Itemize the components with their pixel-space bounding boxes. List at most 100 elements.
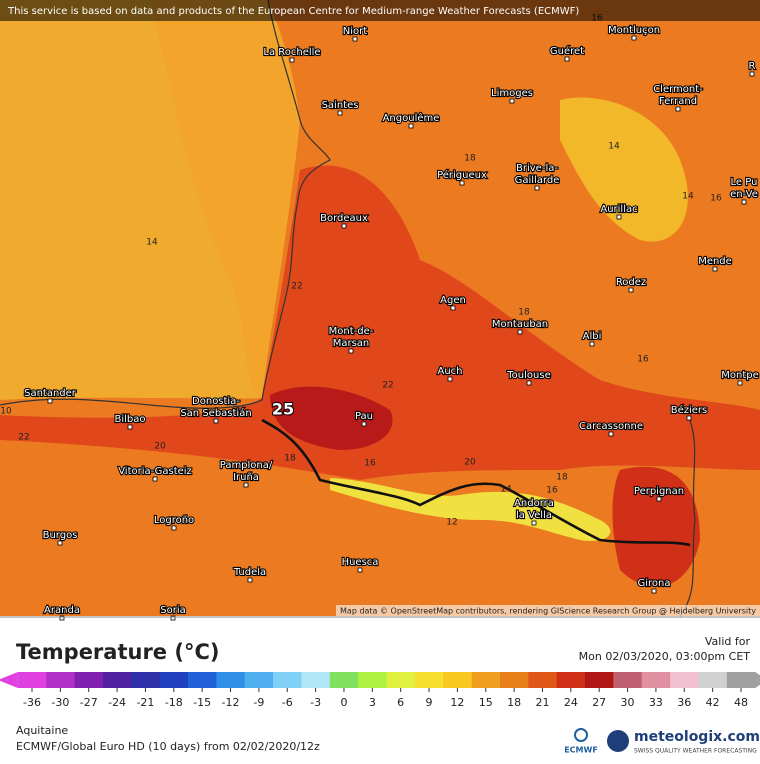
colorbar-tick-label: -21 <box>136 696 154 709</box>
city-label: San Sebastián <box>180 407 251 419</box>
colorbar-tick-label: 30 <box>621 696 635 709</box>
city-label: Perpignan <box>634 486 684 497</box>
city-marker <box>152 476 158 482</box>
coastline <box>0 0 331 409</box>
colorbar-tick-label: 21 <box>535 696 549 709</box>
contour-label: 16 <box>364 459 376 469</box>
colorbar-segment <box>358 672 387 688</box>
city-label: Iruña <box>233 472 259 483</box>
colorbar-segment <box>528 672 558 688</box>
contour-label: 14 <box>682 192 694 202</box>
attribution-bar <box>336 605 760 616</box>
city-marker <box>127 424 133 430</box>
contour-label: 12 <box>446 518 457 528</box>
ecmwf-label: ECMWF <box>564 746 598 755</box>
city-label: Pau <box>355 411 373 422</box>
city-label: Bilbao <box>114 414 145 425</box>
city-label: Angoulême <box>383 112 440 124</box>
contour-label: 22 <box>382 381 393 391</box>
city-label: Montluçon <box>608 25 660 36</box>
city-label: Vitoria-Gasteiz <box>118 466 192 477</box>
city-label: Le Pu <box>731 177 758 188</box>
colorbar: -36 -30 -27 -24 -21 -18 -15 -12 -9 -6 -3 0 3 6 9 12 15 18… <box>0 672 760 709</box>
city-label: Logroño <box>154 515 194 526</box>
colorbar-segment <box>556 672 586 688</box>
colorbar-tick-label: -6 <box>282 696 293 709</box>
contour-label: 18 <box>464 154 476 164</box>
colorbar-segment <box>74 672 104 688</box>
city-label: Santander <box>24 388 77 399</box>
city-marker <box>459 180 465 186</box>
city-marker <box>741 199 747 205</box>
city-label: Niort <box>343 26 367 37</box>
city-marker <box>357 567 363 573</box>
brand: meteologix.com <box>634 729 760 745</box>
coastline <box>679 419 696 617</box>
colorbar-tick-label: -24 <box>108 696 126 709</box>
colorbar-segment <box>726 672 756 688</box>
colorbar-segment <box>244 672 274 688</box>
colorbar-tick-label: 9 <box>426 696 433 709</box>
city-label: Mende <box>698 256 732 267</box>
city-marker <box>628 287 634 293</box>
city-marker <box>589 341 595 347</box>
contour-layer: 1416141416182218162225202210181620141618… <box>0 14 722 528</box>
notice-bar <box>0 0 760 21</box>
city-label: Andorra <box>514 498 554 509</box>
city-marker <box>564 56 570 62</box>
city-marker <box>737 380 743 386</box>
colorbar-tick-label: 33 <box>649 696 663 709</box>
colorbar-segment <box>670 672 699 688</box>
contour-label: 14 <box>146 238 158 248</box>
ecmwf-logo <box>574 728 588 742</box>
colorbar-segment <box>698 672 728 688</box>
city-marker <box>348 348 354 354</box>
contour-label: 14 <box>500 485 512 495</box>
city-marker <box>656 496 662 502</box>
colorbar-tick-label: -3 <box>310 696 321 709</box>
legend-title: Temperature (°C) <box>16 640 219 664</box>
colorbar-end <box>755 672 760 688</box>
ocean-field <box>0 0 260 400</box>
city-marker <box>213 418 219 424</box>
warm-field <box>612 466 700 587</box>
colorbar-segment <box>414 672 444 688</box>
colorbar-segment <box>102 672 132 688</box>
contour-label: 25 <box>272 400 294 419</box>
brand-logo <box>607 730 629 752</box>
city-marker <box>171 525 177 531</box>
cool-field <box>560 97 688 242</box>
colorbar-tick-label: -15 <box>193 696 211 709</box>
contour-label: 22 <box>291 282 302 292</box>
city-label: Bordeaux <box>320 213 368 224</box>
city-label: Ferrand <box>659 96 697 107</box>
city-marker <box>447 376 453 382</box>
city-marker <box>509 98 515 104</box>
contour-label: 22 <box>18 433 29 443</box>
valid-label: Valid for <box>705 635 751 648</box>
city-marker <box>686 415 692 421</box>
colorbar-segment <box>273 672 302 688</box>
city-marker <box>675 106 681 112</box>
colorbar-tick-label: 27 <box>592 696 606 709</box>
colorbar-tick-label: 15 <box>479 696 493 709</box>
colorbar-tick-label: 6 <box>397 696 404 709</box>
city-marker <box>341 223 347 229</box>
city-layer: Niort La Rochelle Guéret Montluçon Saintes An… <box>23 24 760 621</box>
warm-field <box>0 165 760 480</box>
colorbar-tick-label: 24 <box>564 696 578 709</box>
city-marker <box>47 398 53 404</box>
colorbar-segment <box>641 672 671 688</box>
city-label: Agen <box>440 295 466 306</box>
colorbar-segment <box>301 672 331 688</box>
city-label: Clermont- <box>653 84 703 95</box>
colorbar-segment <box>46 672 76 688</box>
border-line <box>261 418 691 547</box>
city-marker <box>631 35 637 41</box>
notice: This service is based on data and produc… <box>7 6 579 17</box>
city-label: en-Ve <box>730 189 758 200</box>
colorbar-end <box>0 672 18 688</box>
city-label: Donostia- <box>192 396 240 407</box>
hot-field <box>270 386 393 450</box>
